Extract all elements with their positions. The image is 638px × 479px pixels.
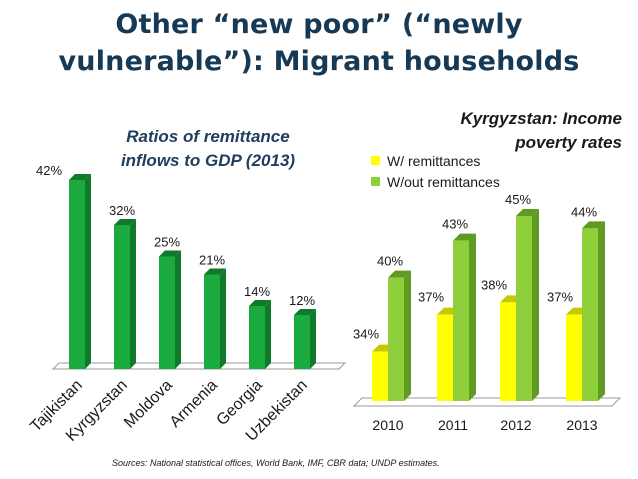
- chart2-data-label: 37%: [547, 290, 573, 305]
- chart1-bar-uzbekistan: [294, 309, 316, 369]
- chart2-data-label: 45%: [505, 192, 531, 207]
- chart2-legend-swatch-1: [371, 156, 380, 165]
- chart1-data-label: 42%: [36, 163, 62, 178]
- chart2-data-label: 40%: [377, 254, 403, 269]
- chart2-data-label: 37%: [418, 290, 444, 305]
- chart2-bar-2010-without: [388, 270, 411, 401]
- chart2-title-line-2: poverty rates: [514, 133, 622, 152]
- chart1-bar-armenia: [204, 268, 226, 369]
- chart2-tick-label: 2012: [500, 417, 531, 433]
- chart2-bar-2011-without: [453, 233, 476, 401]
- chart1-tick-label: Armenia: [167, 377, 221, 431]
- chart1-data-label: 12%: [289, 293, 315, 308]
- chart1-bar-georgia: [249, 300, 271, 369]
- chart1-data-label: 14%: [244, 284, 270, 299]
- chart2-legend-label-2: W/out remittances: [387, 174, 500, 190]
- chart1-bar-moldova: [159, 250, 181, 369]
- chart2-data-label: 34%: [353, 327, 379, 342]
- chart2-data-label: 44%: [571, 204, 597, 219]
- slide-title: Other “new poor” (“newly vulnerable”): M…: [0, 6, 638, 80]
- source-note: Sources: National statistical offices, W…: [112, 458, 440, 468]
- chart2-title-line-1: Kyrgyzstan: Income: [460, 109, 622, 128]
- chart1-data-label: 25%: [154, 235, 180, 250]
- chart1-tick-label: Moldova: [121, 377, 176, 432]
- slide-title-line-1: Other “new poor” (“newly: [115, 9, 523, 40]
- chart2-legend-label-1: W/ remittances: [387, 153, 480, 169]
- chart1-bar-kyrgyzstan: [114, 219, 136, 369]
- chart2-data-label: 38%: [481, 277, 507, 292]
- chart2-bar-2012-without: [516, 209, 539, 401]
- chart2-tick-label: 2011: [438, 417, 468, 433]
- chart1-title-line-1: Ratios of remittance: [126, 127, 289, 146]
- chart1-title-line-2: inflows to GDP (2013): [121, 151, 295, 170]
- chart1-bar-tajikistan: [69, 174, 91, 369]
- chart1-data-label: 32%: [109, 203, 135, 218]
- chart2-tick-label: 2013: [566, 417, 597, 433]
- chart2-data-label: 43%: [442, 217, 468, 232]
- chart2-tick-label: 2010: [372, 417, 403, 433]
- chart2-bar-2013-without: [582, 221, 605, 401]
- chart1-data-label: 21%: [199, 253, 225, 268]
- slide-title-line-2: vulnerable”): Migrant households: [58, 46, 580, 77]
- chart2-legend-swatch-2: [371, 177, 380, 186]
